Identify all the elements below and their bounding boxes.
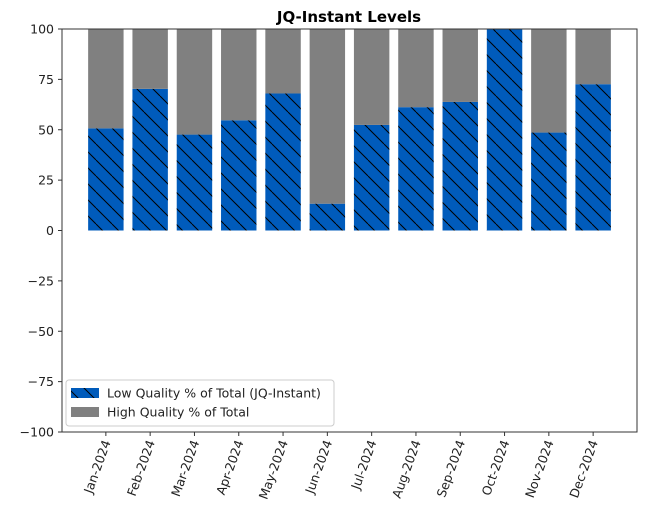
bar-high-quality-aug-2024 [398,29,434,108]
bar-high-quality-dec-2024 [575,29,611,85]
bar-high-quality-jan-2024 [88,29,124,129]
bar-high-quality-jun-2024 [309,29,346,204]
y-tick-label: −50 [28,324,54,339]
x-tick-label: Oct-2024 [478,438,512,498]
legend-box [65,379,335,427]
bar-low-quality-jul-2024-hatch [353,124,390,231]
bar-high-quality-may-2024 [265,29,301,94]
legend-label: Low Quality % of Total (JQ-Instant) [107,386,321,401]
bar-low-quality-aug-2024-hatch [398,107,434,231]
y-tick-label: 100 [30,22,54,37]
x-tick-label: Jul-2024 [347,438,379,492]
legend-label: High Quality % of Total [107,405,249,420]
bar-low-quality-apr-2024-hatch [221,120,257,231]
y-tick-label: 25 [38,173,54,188]
bar-low-quality-feb-2024-hatch [132,88,168,231]
bar-high-quality-feb-2024 [132,29,168,89]
bar-high-quality-nov-2024 [531,29,567,133]
bar-high-quality-sep-2024 [442,29,478,102]
x-tick-label: Apr-2024 [213,438,247,497]
x-tick-label: Nov-2024 [522,438,557,500]
x-tick-label: Feb-2024 [124,438,158,498]
x-tick-label: Dec-2024 [566,438,601,500]
bar-low-quality-nov-2024-hatch [531,132,567,231]
bar-high-quality-jul-2024 [353,29,390,125]
y-tick-label: 75 [38,72,54,87]
y-tick-label: 50 [38,122,54,137]
bar-low-quality-dec-2024-hatch [575,84,611,231]
bar-low-quality-jan-2024-hatch [88,128,124,231]
bar-high-quality-apr-2024 [221,29,257,121]
bar-low-quality-jun-2024-hatch [309,203,346,231]
bar-high-quality-mar-2024 [176,29,213,135]
x-tick-label: May-2024 [256,438,291,501]
x-tick-label: Sep-2024 [433,438,468,499]
legend-swatch-hatch [71,388,99,398]
y-tick-label: −25 [28,273,54,288]
x-tick-label: Mar-2024 [168,438,202,499]
x-tick-label: Aug-2024 [389,438,424,500]
bar-low-quality-sep-2024-hatch [442,101,478,231]
x-tick-label: Jan-2024 [80,438,113,496]
bar-low-quality-mar-2024-hatch [176,134,213,231]
legend-swatch [71,407,99,417]
x-tick-label: Jun-2024 [302,438,336,497]
y-tick-label: 0 [46,223,54,238]
chart-title: JQ-Instant Levels [276,8,421,26]
y-tick-label: −75 [28,374,54,389]
bar-low-quality-may-2024-hatch [265,93,301,231]
y-tick-label: −100 [20,425,54,440]
legend: Low Quality % of Total (JQ-Instant) High … [65,379,335,427]
bar-low-quality-oct-2024-hatch [486,29,523,231]
